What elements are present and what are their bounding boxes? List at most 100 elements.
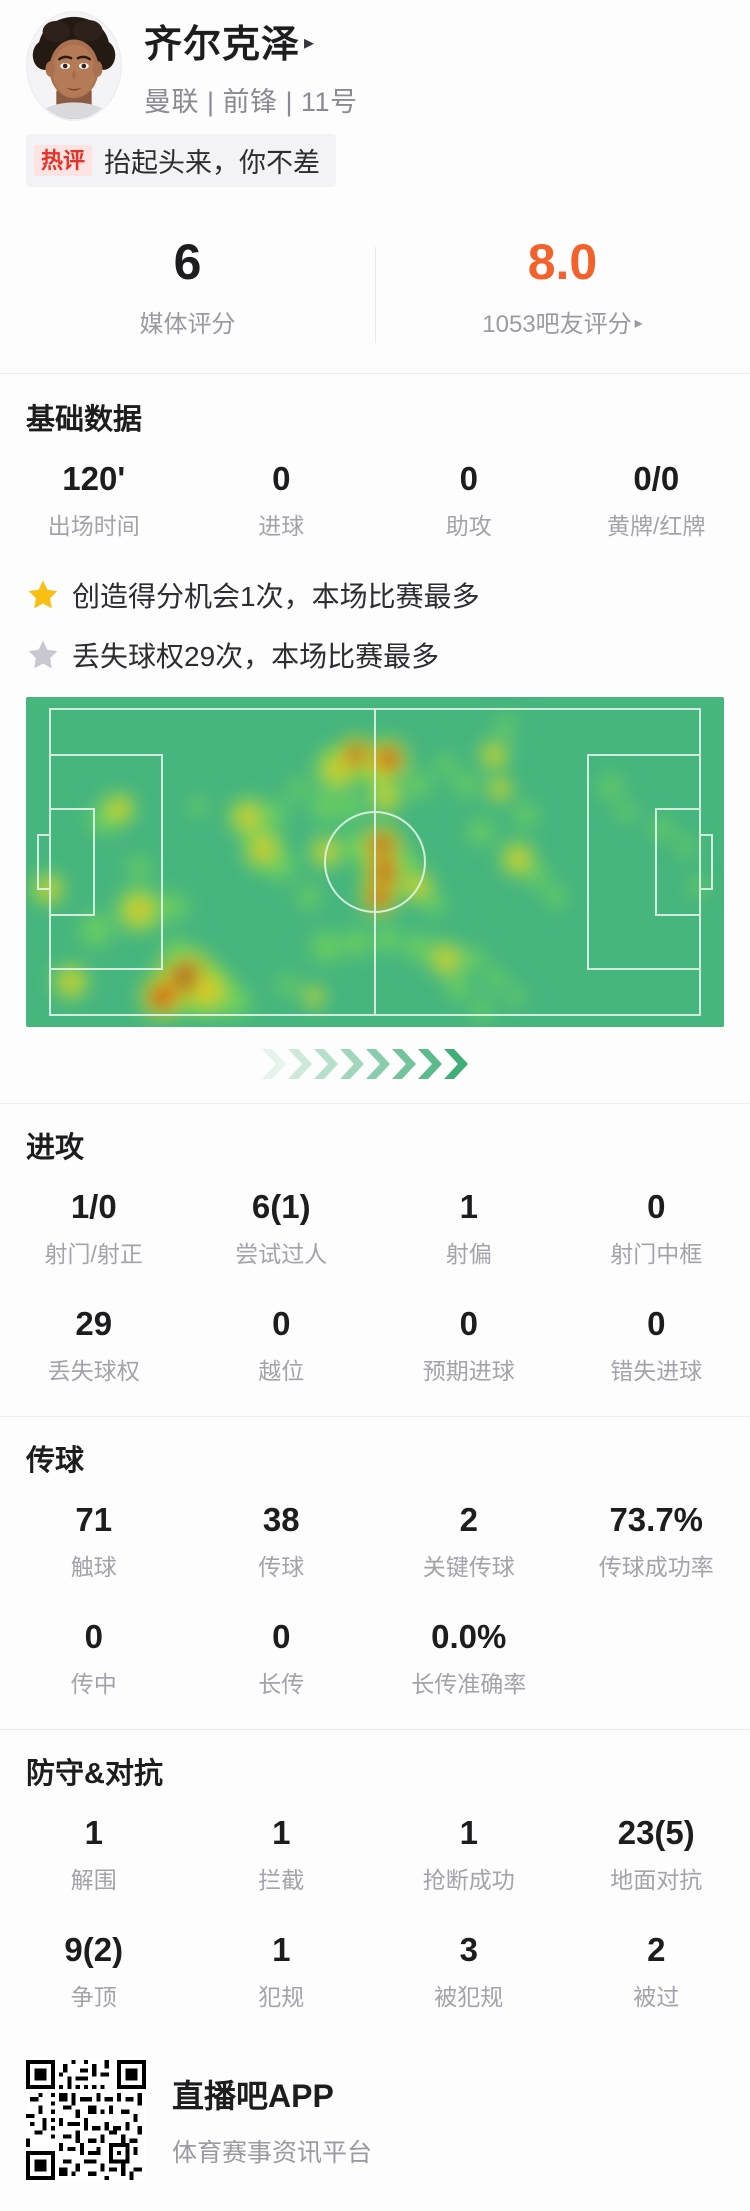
stat-label: 解围 [70, 1866, 117, 1893]
stat-row-basic-1: 120' 出场时间 0 进球 0 助攻 0/0 黄牌/红牌 [0, 438, 750, 555]
stat-label: 传球 [258, 1553, 305, 1580]
fan-rating-value: 8.0 [527, 234, 598, 290]
stat-value: 0 [647, 1187, 666, 1225]
stat-label: 进球 [258, 512, 305, 539]
stat-label: 越位 [258, 1357, 305, 1384]
star-gold-icon [28, 580, 58, 609]
star-grey-icon [28, 640, 58, 669]
direction-arrows [26, 1045, 724, 1083]
fan-rating-label[interactable]: 1053吧友评分 ▸ [482, 304, 642, 339]
stat-cell: 9(2) 争顶 [0, 1909, 188, 2026]
stat-cell: 1 拦截 [188, 1792, 376, 1909]
media-rating-value: 6 [173, 234, 202, 290]
app-subtitle: 体育赛事资讯平台 [172, 2138, 373, 2167]
app-footer: 直播吧APP 体育赛事资讯平台 [0, 2026, 750, 2180]
stat-label: 争顶 [70, 1983, 117, 2010]
hot-comment-badge: 热评 [34, 144, 93, 177]
divider [0, 1102, 750, 1104]
stat-label: 抢断成功 [422, 1866, 515, 1893]
stat-row-defense-2: 9(2) 争顶 1 犯规 3 被犯规 2 被过 [0, 1909, 750, 2026]
stat-row-defense-1: 1 解围 1 拦截 1 抢断成功 23(5) 地面对抗 [0, 1792, 750, 1909]
stat-cell: 0 助攻 [375, 438, 563, 555]
footer-text: 直播吧APP 体育赛事资讯平台 [172, 2071, 372, 2169]
stat-cell: 1 射偏 [375, 1166, 563, 1283]
stat-value: 0 [647, 1304, 666, 1342]
stat-cell: 120' 出场时间 [0, 438, 188, 555]
section-title-defense: 防守&对抗 [26, 1757, 163, 1790]
hot-comment[interactable]: 热评 抬起头来，你不差 [26, 134, 337, 187]
heatmap-pitch [26, 696, 724, 1027]
stat-cell: 71 触球 [0, 1479, 188, 1596]
stat-label: 射偏 [445, 1240, 492, 1267]
stat-cell: 0/0 黄牌/红牌 [563, 438, 750, 555]
player-header[interactable]: 齐尔克泽 ▸ 曼联 | 前锋 | 11号 [0, 0, 750, 121]
stat-cell: 1 解围 [0, 1792, 188, 1909]
stat-value: 0 [84, 1617, 103, 1655]
stat-label: 黄牌/红牌 [607, 512, 706, 539]
stat-row-passing-1: 71 触球 38 传球 2 关键传球 73.7% 传球成功率 [0, 1479, 750, 1596]
stat-row-attack-2: 29 丢失球权 0 越位 0 预期进球 0 错失进球 [0, 1283, 750, 1400]
hot-comment-text: 抬起头来，你不差 [104, 148, 321, 178]
stat-label: 预期进球 [422, 1357, 515, 1384]
stat-label: 射门/射正 [44, 1240, 143, 1267]
app-name: 直播吧APP [172, 2077, 334, 2114]
fan-rating[interactable]: 8.0 1053吧友评分 ▸ [375, 234, 750, 343]
stat-label: 尝试过人 [235, 1240, 328, 1267]
stat-label: 地面对抗 [610, 1866, 703, 1893]
rating-row: 6 媒体评分 8.0 1053吧友评分 ▸ [0, 217, 750, 357]
avatar[interactable] [26, 11, 122, 121]
fan-rating-label-text: 1053吧友评分 [482, 311, 632, 338]
stat-label: 出场时间 [47, 512, 140, 539]
stat-value: 1 [272, 1813, 291, 1851]
stat-label: 射门中框 [610, 1240, 703, 1267]
stat-value: 2 [647, 1930, 666, 1968]
stat-label: 助攻 [445, 512, 492, 539]
stat-cell: 1/0 射门/射正 [0, 1166, 188, 1283]
stat-value: 23(5) [617, 1813, 695, 1851]
stat-value: 2 [459, 1500, 478, 1538]
stat-row-attack-1: 1/0 射门/射正 6(1) 尝试过人 1 射偏 0 射门中框 [0, 1166, 750, 1283]
chevron-right-sequence-icon [262, 1048, 468, 1079]
highlight-text: 丢失球权29次，本场比赛最多 [72, 640, 440, 672]
stat-label: 错失进球 [610, 1357, 703, 1384]
player-name[interactable]: 齐尔克泽 ▸ [144, 13, 358, 68]
stat-value: 0.0% [431, 1617, 507, 1655]
stat-cell: 2 被过 [563, 1909, 750, 2026]
stat-label: 被过 [633, 1983, 680, 2010]
highlight-gold: 创造得分机会1次，本场比赛最多 [0, 575, 750, 615]
media-rating-label: 媒体评分 [140, 304, 236, 339]
stat-value: 38 [262, 1500, 300, 1538]
stat-cell: 0.0% 长传准确率 [375, 1596, 563, 1713]
qr-code-icon [26, 2059, 146, 2180]
section-title-basic: 基础数据 [26, 404, 143, 436]
stat-label: 长传准确率 [411, 1670, 527, 1697]
stat-value: 0/0 [633, 460, 680, 497]
player-name-block: 齐尔克泽 ▸ 曼联 | 前锋 | 11号 [144, 13, 358, 119]
divider [0, 373, 750, 374]
stat-cell: 1 犯规 [188, 1909, 376, 2026]
stat-cell: 0 进球 [188, 438, 376, 555]
stat-label: 传球成功率 [598, 1553, 714, 1580]
stat-cell: 6(1) 尝试过人 [188, 1166, 376, 1283]
stat-value: 3 [459, 1930, 478, 1968]
stat-cell: 0 预期进球 [375, 1283, 563, 1400]
section-title-passing: 传球 [26, 1444, 85, 1477]
stat-value: 1 [459, 1813, 478, 1851]
stat-label: 长传 [258, 1670, 305, 1697]
stat-label: 被犯规 [434, 1983, 504, 2010]
stat-value: 29 [75, 1304, 113, 1342]
stat-value: 9(2) [64, 1930, 124, 1968]
stat-value: 1 [272, 1930, 291, 1968]
stat-value: 1/0 [70, 1187, 117, 1225]
stat-cell: 23(5) 地面对抗 [563, 1792, 750, 1909]
stat-cell: 0 传中 [0, 1596, 188, 1713]
stat-cell: 0 长传 [188, 1596, 376, 1713]
player-meta: 曼联 | 前锋 | 11号 [144, 87, 358, 117]
media-rating-label-text: 媒体评分 [139, 311, 236, 338]
section-title-attack: 进攻 [26, 1131, 85, 1164]
stat-cell: 38 传球 [188, 1479, 376, 1596]
media-rating: 6 媒体评分 [0, 235, 375, 339]
stat-label: 传中 [70, 1670, 117, 1697]
stat-row-passing-2: 0 传中 0 长传 0.0% 长传准确率 [0, 1596, 750, 1713]
